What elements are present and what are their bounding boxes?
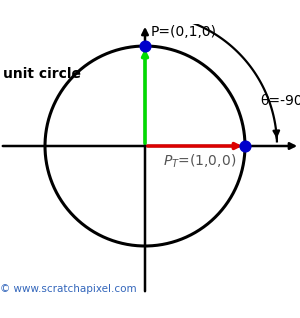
Text: unit circle: unit circle	[3, 67, 81, 81]
Point	[243, 143, 248, 149]
Text: © www.scratchapixel.com: © www.scratchapixel.com	[0, 284, 136, 294]
Text: $P_T$=(1,0,0): $P_T$=(1,0,0)	[163, 153, 236, 170]
Point	[142, 44, 147, 49]
Text: P=(0,1,0): P=(0,1,0)	[151, 25, 217, 39]
Text: θ=-90°: θ=-90°	[260, 94, 300, 108]
